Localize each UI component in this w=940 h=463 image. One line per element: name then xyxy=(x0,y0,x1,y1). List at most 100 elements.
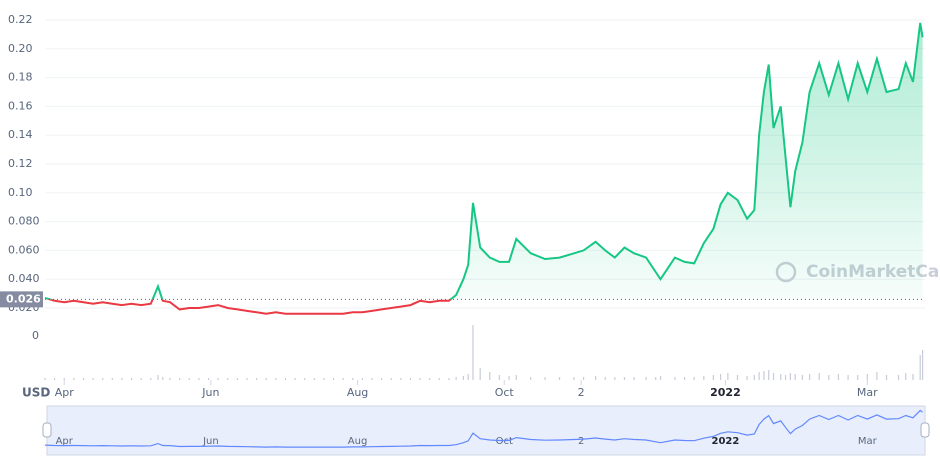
x-tick-label: Mar xyxy=(857,386,878,399)
volume-bar xyxy=(361,378,363,380)
volume-bar xyxy=(455,377,457,380)
volume-bar xyxy=(515,375,517,380)
volume-bar xyxy=(753,375,755,380)
volume-bar xyxy=(604,377,606,380)
volume-bar xyxy=(294,378,296,380)
price-line-up xyxy=(45,22,924,300)
volume-bar xyxy=(758,372,760,380)
volume-bar xyxy=(246,378,248,380)
volume-bar xyxy=(390,378,392,380)
x-tick-label: Oct xyxy=(495,386,515,399)
volume-bar xyxy=(768,370,770,380)
y-tick-label: 0.12 xyxy=(8,157,33,170)
volume-bar xyxy=(808,374,811,380)
volume-bar xyxy=(275,378,277,380)
volume-bar xyxy=(207,378,210,380)
volume-bar xyxy=(157,375,159,380)
volume-bar xyxy=(429,378,431,380)
volume-bar xyxy=(595,376,597,380)
volume-bar xyxy=(573,377,575,380)
volume-bar xyxy=(558,377,561,380)
volume-bar xyxy=(885,375,888,380)
volume-bar xyxy=(217,378,219,380)
volume-bar xyxy=(304,378,306,380)
navigator-tick-label: Aug xyxy=(348,436,368,447)
volume-bar xyxy=(818,373,820,380)
volume-bar xyxy=(837,374,840,380)
volume-bar xyxy=(498,375,501,380)
volume-bar xyxy=(265,378,267,380)
navigator-handle[interactable] xyxy=(920,422,930,438)
volume-bar xyxy=(784,375,787,380)
volume-bar xyxy=(313,378,315,380)
x-tick-label: 2022 xyxy=(710,386,741,399)
volume-bar xyxy=(780,374,782,380)
volume-bar xyxy=(419,378,421,380)
volume-bar xyxy=(633,377,635,380)
volume-bar xyxy=(140,378,142,380)
baseline-label: 0.026 xyxy=(6,292,41,305)
y-tick-label: 0.080 xyxy=(8,215,40,228)
volume-bar xyxy=(921,350,924,380)
navigator-tick-label: Mar xyxy=(858,436,878,447)
volume-bar xyxy=(876,372,878,380)
navigator-tick-label: 2 xyxy=(578,436,584,447)
volume-tick-label: 0 xyxy=(32,329,39,342)
volume-bar xyxy=(342,378,344,380)
volume-bar xyxy=(866,374,868,380)
volume-bar xyxy=(150,378,152,380)
y-tick-label: 0.14 xyxy=(8,128,33,141)
volume-bar xyxy=(63,378,65,380)
x-tick-label: Aug xyxy=(347,386,368,399)
volume-bar xyxy=(162,377,164,380)
volume-bar xyxy=(121,378,123,380)
y-tick-label: 0.22 xyxy=(8,13,33,26)
volume-bar xyxy=(462,376,464,380)
volume-bar xyxy=(720,374,722,380)
volume-bar xyxy=(614,377,616,380)
volume-bar xyxy=(659,376,662,380)
volume-bar xyxy=(479,368,481,380)
y-tick-label: 0.18 xyxy=(8,71,33,84)
volume-bar xyxy=(857,375,859,380)
baseline-box xyxy=(0,291,43,308)
y-tick-label: 0.060 xyxy=(8,243,40,256)
volume-bar xyxy=(828,375,830,380)
volume-bar xyxy=(198,378,200,380)
volume-bar xyxy=(409,378,412,380)
volume-bar xyxy=(323,378,325,380)
volume-bar xyxy=(448,378,450,380)
volume-bar xyxy=(746,376,748,380)
volume-bar xyxy=(352,378,354,380)
volume-bar xyxy=(44,378,46,380)
volume-bar xyxy=(655,377,657,380)
navigator-tick-label: 2022 xyxy=(712,436,740,447)
volume-bar xyxy=(188,378,190,380)
volume-bar xyxy=(489,372,491,380)
volume-bar xyxy=(727,373,729,380)
volume-bar xyxy=(54,378,56,380)
volume-bar xyxy=(683,377,686,380)
volume-bar xyxy=(179,378,181,380)
navigator-tick-label: Oct xyxy=(496,436,513,447)
x-tick-label: Jun xyxy=(201,386,219,399)
volume-bar xyxy=(438,378,440,380)
x-tick-label: Apr xyxy=(55,386,75,399)
volume-bar xyxy=(789,373,791,380)
volume-bar xyxy=(763,371,765,380)
volume-bar xyxy=(371,378,373,380)
volume-bar xyxy=(794,374,796,380)
volume-bar xyxy=(645,377,647,380)
volume-bar xyxy=(400,378,402,380)
y-tick-label: 0.10 xyxy=(8,186,33,199)
navigator-tick-label: Apr xyxy=(56,436,74,447)
volume-bar xyxy=(92,378,94,380)
navigator-line xyxy=(44,409,923,448)
volume-bar xyxy=(332,378,335,380)
volume-bar xyxy=(897,375,900,380)
volume-bar xyxy=(130,378,133,380)
area-fill xyxy=(45,22,923,300)
navigator-handle[interactable] xyxy=(42,422,52,438)
volume-bar xyxy=(772,373,775,380)
